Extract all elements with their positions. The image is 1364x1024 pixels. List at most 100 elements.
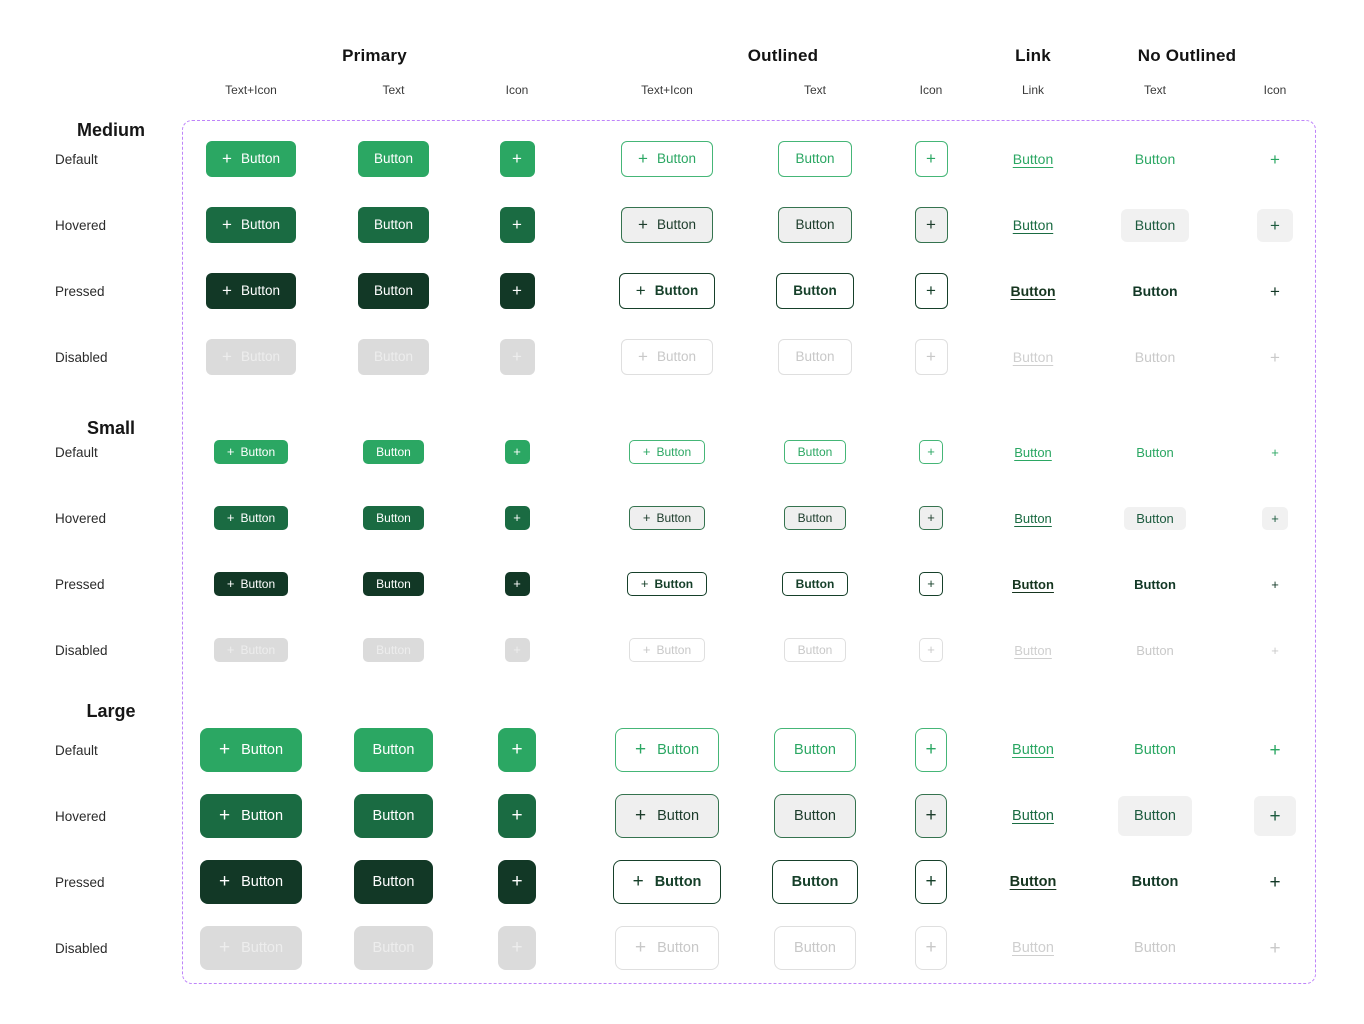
ghost-icon-button-medium-pressed[interactable]: + [1257,275,1293,308]
ghost-text-button-small-hovered[interactable]: Button [1124,506,1186,530]
ghost-text-button-large-hovered[interactable]: Button [1118,796,1192,836]
ghost-icon-button-medium-hovered[interactable]: + [1257,208,1293,242]
outlined-ti-button-small-default[interactable]: + Button [628,440,706,464]
link-text-button-large-hovered[interactable]: Button [1012,809,1054,824]
ghost-icon-button-small-pressed[interactable]: + [1262,573,1288,596]
primary-text-button-small-default[interactable]: Button [363,440,424,464]
button-label: Button [795,349,835,365]
cell-primary-icon-medium-hovered: + [467,192,567,258]
ghost-text-button-small-default[interactable]: Button [1124,441,1186,464]
primary-text-button-large-default[interactable]: Button [353,728,434,772]
button-label: Button [376,577,411,591]
link-text-button-large-default[interactable]: Button [1012,743,1054,758]
primary-text-button-small-pressed[interactable]: Button [363,572,424,596]
link-text-button-medium-hovered[interactable]: Button [1013,218,1053,232]
outlined-ti-button-medium-pressed[interactable]: + Button [618,273,716,309]
cell-link-text-small-hovered: Button [999,485,1067,551]
ghost-text-button-small-pressed[interactable]: Button [1122,573,1188,596]
primary-icon-button-small-pressed[interactable]: + [504,572,530,596]
primary-icon-button-large-hovered[interactable]: + [498,794,536,838]
link-text-button-small-pressed[interactable]: Button [1012,578,1054,591]
ghost-icon-button-large-default[interactable]: + [1254,730,1296,770]
cell-primary-icon-small-default: + [467,419,567,485]
primary-ti-button-large-hovered[interactable]: + Button [199,794,303,838]
primary-ti-button-large-default[interactable]: + Button [199,728,303,772]
outlined-icon-button-medium-hovered[interactable]: + [914,207,948,243]
outlined-text-button-large-pressed[interactable]: Button [771,860,859,904]
outlined-text-button-medium-pressed[interactable]: Button [776,273,854,309]
outlined-icon-button-large-hovered[interactable]: + [915,794,947,838]
primary-ti-button-small-hovered[interactable]: + Button [213,506,289,530]
link-text-button-small-default[interactable]: Button [1014,446,1052,459]
ghost-icon-button-small-default[interactable]: + [1262,441,1288,464]
primary-ti-button-small-pressed[interactable]: + Button [213,572,289,596]
link-text-button-medium-pressed[interactable]: Button [1010,284,1055,298]
ghost-text-button-large-pressed[interactable]: Button [1116,862,1195,902]
primary-icon-button-large-pressed[interactable]: + [498,860,536,904]
outlined-icon-button-small-hovered[interactable]: + [919,506,943,530]
primary-text-button-medium-pressed[interactable]: Button [357,273,430,309]
ghost-text-button-medium-default[interactable]: Button [1121,143,1189,176]
button-label: Button [656,511,692,525]
primary-ti-button-medium-default[interactable]: + Button [206,141,296,177]
link-text-button-large-pressed[interactable]: Button [1010,875,1057,890]
cell-outlined-ti-large-pressed: + Button [567,849,767,915]
cell-outlined-ti-large-default: + Button [567,717,767,783]
outlined-text-button-large-hovered[interactable]: Button [774,794,856,838]
link-text-button-medium-default[interactable]: Button [1013,152,1053,166]
primary-ti-button-large-pressed[interactable]: + Button [199,860,303,904]
outlined-text-button-small-pressed[interactable]: Button [781,572,849,596]
cell-primary-text-small-default: Button [320,419,467,485]
primary-ti-button-small-default[interactable]: + Button [213,440,289,464]
primary-text-button-medium-hovered[interactable]: Button [357,207,430,243]
primary-icon-button-medium-hovered[interactable]: + [499,207,535,243]
outlined-text-button-small-default[interactable]: Button [783,440,847,464]
cell-ghost-icon-small-disabled: + [1243,617,1307,683]
outlined-icon-button-medium-default[interactable]: + [914,141,948,177]
outlined-icon-button-large-pressed[interactable]: + [915,860,947,904]
outlined-ti-button-medium-default[interactable]: + Button [621,141,713,177]
outlined-icon-button-small-default[interactable]: + [919,440,943,464]
outlined-icon-button-small-pressed[interactable]: + [919,572,943,596]
primary-text-button-large-hovered[interactable]: Button [353,794,434,838]
outlined-text-button-large-default[interactable]: Button [774,728,856,772]
primary-text-button-small-hovered[interactable]: Button [363,506,424,530]
ghost-text-button-large-default[interactable]: Button [1118,730,1192,770]
outlined-icon-button-large-default[interactable]: + [915,728,947,772]
outlined-text-button-medium-hovered[interactable]: Button [778,207,852,243]
primary-icon-button-medium-pressed[interactable]: + [499,273,535,309]
matrix-grid: Primary Text+Icon Text Icon Outlined Text+Ico… [40,30,1307,981]
primary-text-button-medium-default[interactable]: Button [357,141,430,177]
ghost-text-button-medium-hovered[interactable]: Button [1120,208,1190,242]
outlined-icon-button-medium-pressed[interactable]: + [914,273,948,309]
outlined-ti-button-large-hovered[interactable]: + Button [614,794,720,838]
link-text-button-small-hovered[interactable]: Button [1014,512,1052,525]
outlined-ti-button-medium-hovered[interactable]: + Button [621,207,713,243]
outlined-ti-button-large-pressed[interactable]: + Button [612,860,722,904]
cell-outlined-text-medium-disabled: Button [767,324,863,390]
state-label-text: Disabled [55,642,108,658]
outlined-ti-button-small-pressed[interactable]: + Button [626,572,708,596]
plus-icon: + [1270,281,1280,301]
ghost-icon-button-large-disabled: + [1254,928,1296,968]
primary-ti-button-medium-pressed[interactable]: + Button [206,273,296,309]
ghost-icon-button-large-hovered[interactable]: + [1254,796,1296,836]
button-label: Button [656,217,696,233]
outlined-text-button-medium-default[interactable]: Button [778,141,852,177]
column-header-link-text: Link [1021,83,1044,97]
primary-ti-button-medium-hovered[interactable]: + Button [206,207,296,243]
ghost-icon-button-medium-default[interactable]: + [1257,143,1293,176]
primary-icon-button-small-hovered[interactable]: + [504,506,530,530]
outlined-ti-button-small-hovered[interactable]: + Button [628,506,706,530]
primary-text-button-large-pressed[interactable]: Button [353,860,434,904]
outlined-text-button-small-hovered[interactable]: Button [783,506,847,530]
ghost-icon-button-large-pressed[interactable]: + [1254,862,1296,902]
primary-icon-button-medium-default[interactable]: + [499,141,535,177]
outlined-ti-button-large-default[interactable]: + Button [614,728,720,772]
primary-icon-button-large-default[interactable]: + [498,728,536,772]
primary-icon-button-small-default[interactable]: + [504,440,530,464]
ghost-icon-button-small-hovered[interactable]: + [1262,506,1288,530]
ghost-text-button-medium-pressed[interactable]: Button [1118,275,1191,308]
button-label: Button [656,349,696,365]
cell-ghost-text-large-disabled: Button [1067,915,1243,981]
